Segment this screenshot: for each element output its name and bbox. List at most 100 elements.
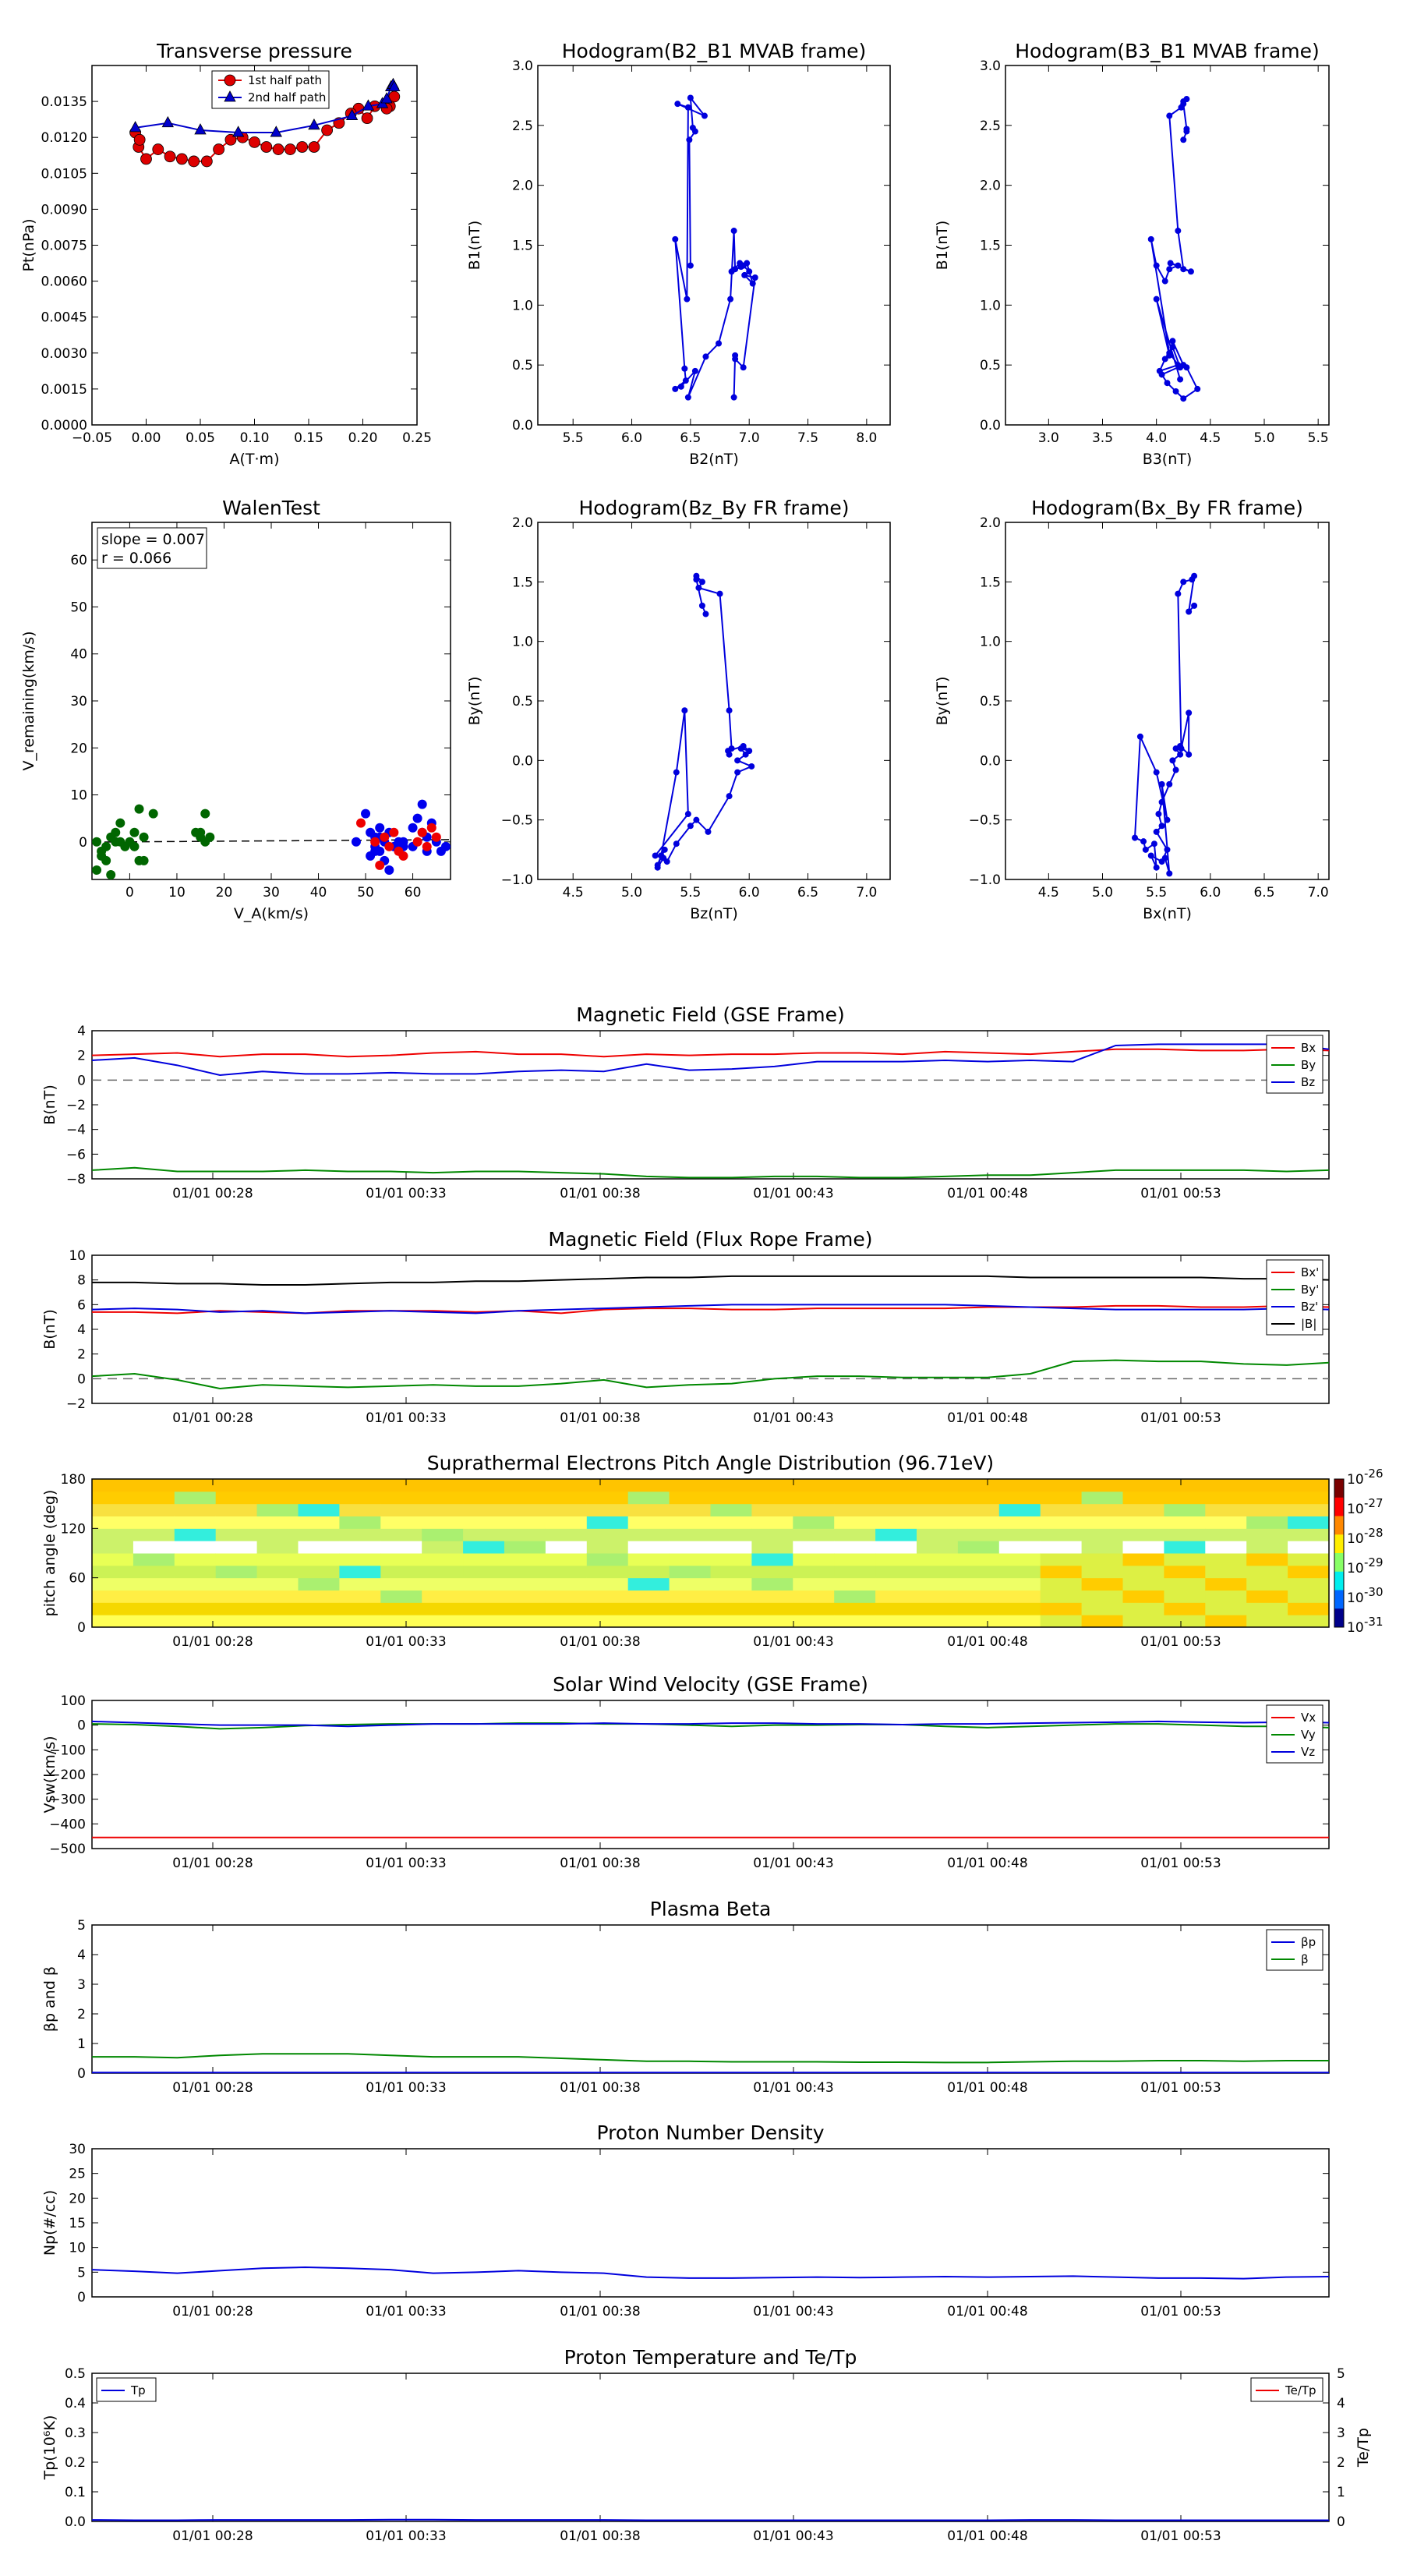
data-point	[1175, 262, 1182, 269]
chart-1: Hodogram(B2_B1 MVAB frame) 5.5 6.0 6.5 7.0 7.…	[466, 40, 891, 468]
heatmap-cell	[917, 1602, 959, 1615]
data-point	[728, 268, 735, 275]
heatmap-cell	[751, 1516, 793, 1529]
heatmap-cell	[586, 1528, 629, 1541]
heatmap-cell	[957, 1541, 1000, 1554]
heatmap-cell	[92, 1553, 134, 1566]
data-point	[652, 852, 659, 859]
y-axis-label: Np(#/cc)	[41, 2190, 58, 2256]
y-tick-label: 2.5	[980, 119, 1001, 134]
heatmap-cell	[215, 1503, 258, 1516]
colorbar-tick-label: 10	[1347, 1531, 1364, 1547]
heatmap-cell	[174, 1590, 217, 1603]
y-tick-label: 1.5	[512, 575, 533, 590]
heatmap-cell	[1040, 1615, 1083, 1628]
heatmap-cell	[298, 1590, 340, 1603]
data-point	[1175, 362, 1182, 369]
data-point	[161, 115, 174, 128]
heatmap-cell	[1122, 1615, 1164, 1628]
data-point	[270, 126, 282, 137]
heatmap-cell	[1122, 1528, 1164, 1541]
data-point	[388, 80, 401, 92]
data-point	[751, 274, 758, 281]
time-tick-label: 01/01 00:38	[560, 1186, 640, 1201]
y-tick-label: 1	[77, 2036, 86, 2052]
y-axis-label: By(nT)	[466, 677, 483, 726]
time-tick-label: 01/01 00:38	[560, 2080, 640, 2096]
right-tick-label: 5	[1337, 2366, 1345, 2382]
heatmap-cell	[669, 1491, 711, 1505]
data-point	[1175, 590, 1182, 597]
y-axis-label: B1(nT)	[934, 221, 951, 271]
data-point	[740, 364, 747, 371]
heatmap-cell	[256, 1528, 299, 1541]
data-point	[673, 769, 680, 776]
heatmap-cell	[998, 1541, 1041, 1554]
heatmap-cell	[1081, 1491, 1123, 1505]
y-axis-label: B(nT)	[41, 1085, 58, 1125]
heatmap-cell	[92, 1541, 134, 1554]
y-tick-label: 50	[70, 600, 87, 615]
heatmap-cell	[1164, 1491, 1206, 1505]
data-point	[737, 745, 744, 752]
chart-3: WalenTest 0 10 20 30 40 50 60 0 10 20 30 40 50 60 V_A(k…	[20, 497, 451, 922]
y-tick-label: 15	[69, 2216, 86, 2231]
data-point	[384, 841, 394, 851]
y-axis-label: Pt(nPa)	[20, 218, 37, 271]
data-point	[196, 827, 206, 837]
x-tick-label: 60	[405, 885, 422, 901]
legend-label: Vz	[1301, 1745, 1315, 1759]
heatmap-cell	[298, 1479, 340, 1492]
heatmap-cell	[380, 1516, 422, 1529]
data-point	[1167, 260, 1174, 267]
y-axis-label: βp and β	[41, 1966, 58, 2032]
heatmap-cell	[1288, 1491, 1330, 1505]
y-axis-label: Vsw(km/s)	[41, 1736, 58, 1813]
heatmap-cell	[174, 1565, 217, 1579]
data-point	[164, 150, 176, 163]
heatmap-cell	[504, 1553, 546, 1566]
data-point	[705, 828, 712, 835]
heatmap-cell	[504, 1602, 546, 1615]
data-point	[684, 295, 691, 303]
y-tick-label: 0.0	[980, 418, 1001, 433]
time-tick-label: 01/01 00:43	[753, 2304, 833, 2319]
y-tick-label: 10	[69, 2241, 86, 2256]
heatmap-cell	[380, 1602, 422, 1615]
heatmap-cell	[627, 1602, 670, 1615]
heatmap-cell	[751, 1577, 793, 1591]
heatmap-cell	[422, 1577, 464, 1591]
heatmap-cell	[463, 1615, 505, 1628]
heatmap-cell	[463, 1528, 505, 1541]
heatmap-cell	[751, 1503, 793, 1516]
series-line-1	[92, 2053, 1329, 2064]
data-point	[1136, 733, 1143, 740]
heatmap-cell	[380, 1479, 422, 1492]
heatmap-cell	[1040, 1577, 1083, 1591]
data-point	[431, 832, 441, 842]
heatmap-cell	[92, 1503, 134, 1516]
series-line-1	[91, 1166, 1330, 1179]
x-tick-label: 6.0	[1200, 885, 1221, 901]
y-tick-label: 0.0000	[41, 418, 87, 433]
data-point	[380, 92, 393, 104]
y-tick-label: −2	[66, 1098, 86, 1113]
heatmap-cell	[998, 1602, 1041, 1615]
y-tick-label: −1.0	[501, 872, 533, 888]
chart-11: 01/01 00:28 01/01 00:33 01/01 00:38 01/01 0…	[41, 2121, 1330, 2319]
time-tick-label: 01/01 00:38	[560, 1856, 640, 1871]
time-tick-label: 01/01 00:48	[947, 1856, 1027, 1871]
heatmap-cell	[998, 1479, 1041, 1492]
heatmap-cell	[669, 1479, 711, 1492]
heatmap-cell	[545, 1516, 588, 1529]
data-point	[746, 268, 753, 275]
heatmap-cell	[174, 1516, 217, 1529]
data-point	[674, 101, 681, 108]
heatmap-cell	[1122, 1565, 1164, 1579]
heatmap-cell	[1040, 1479, 1083, 1492]
heatmap-cell	[998, 1565, 1041, 1579]
y-tick-label: 0.0135	[41, 94, 87, 110]
heatmap-cell	[1081, 1565, 1123, 1579]
data-point	[224, 133, 237, 146]
data-point	[412, 837, 422, 847]
